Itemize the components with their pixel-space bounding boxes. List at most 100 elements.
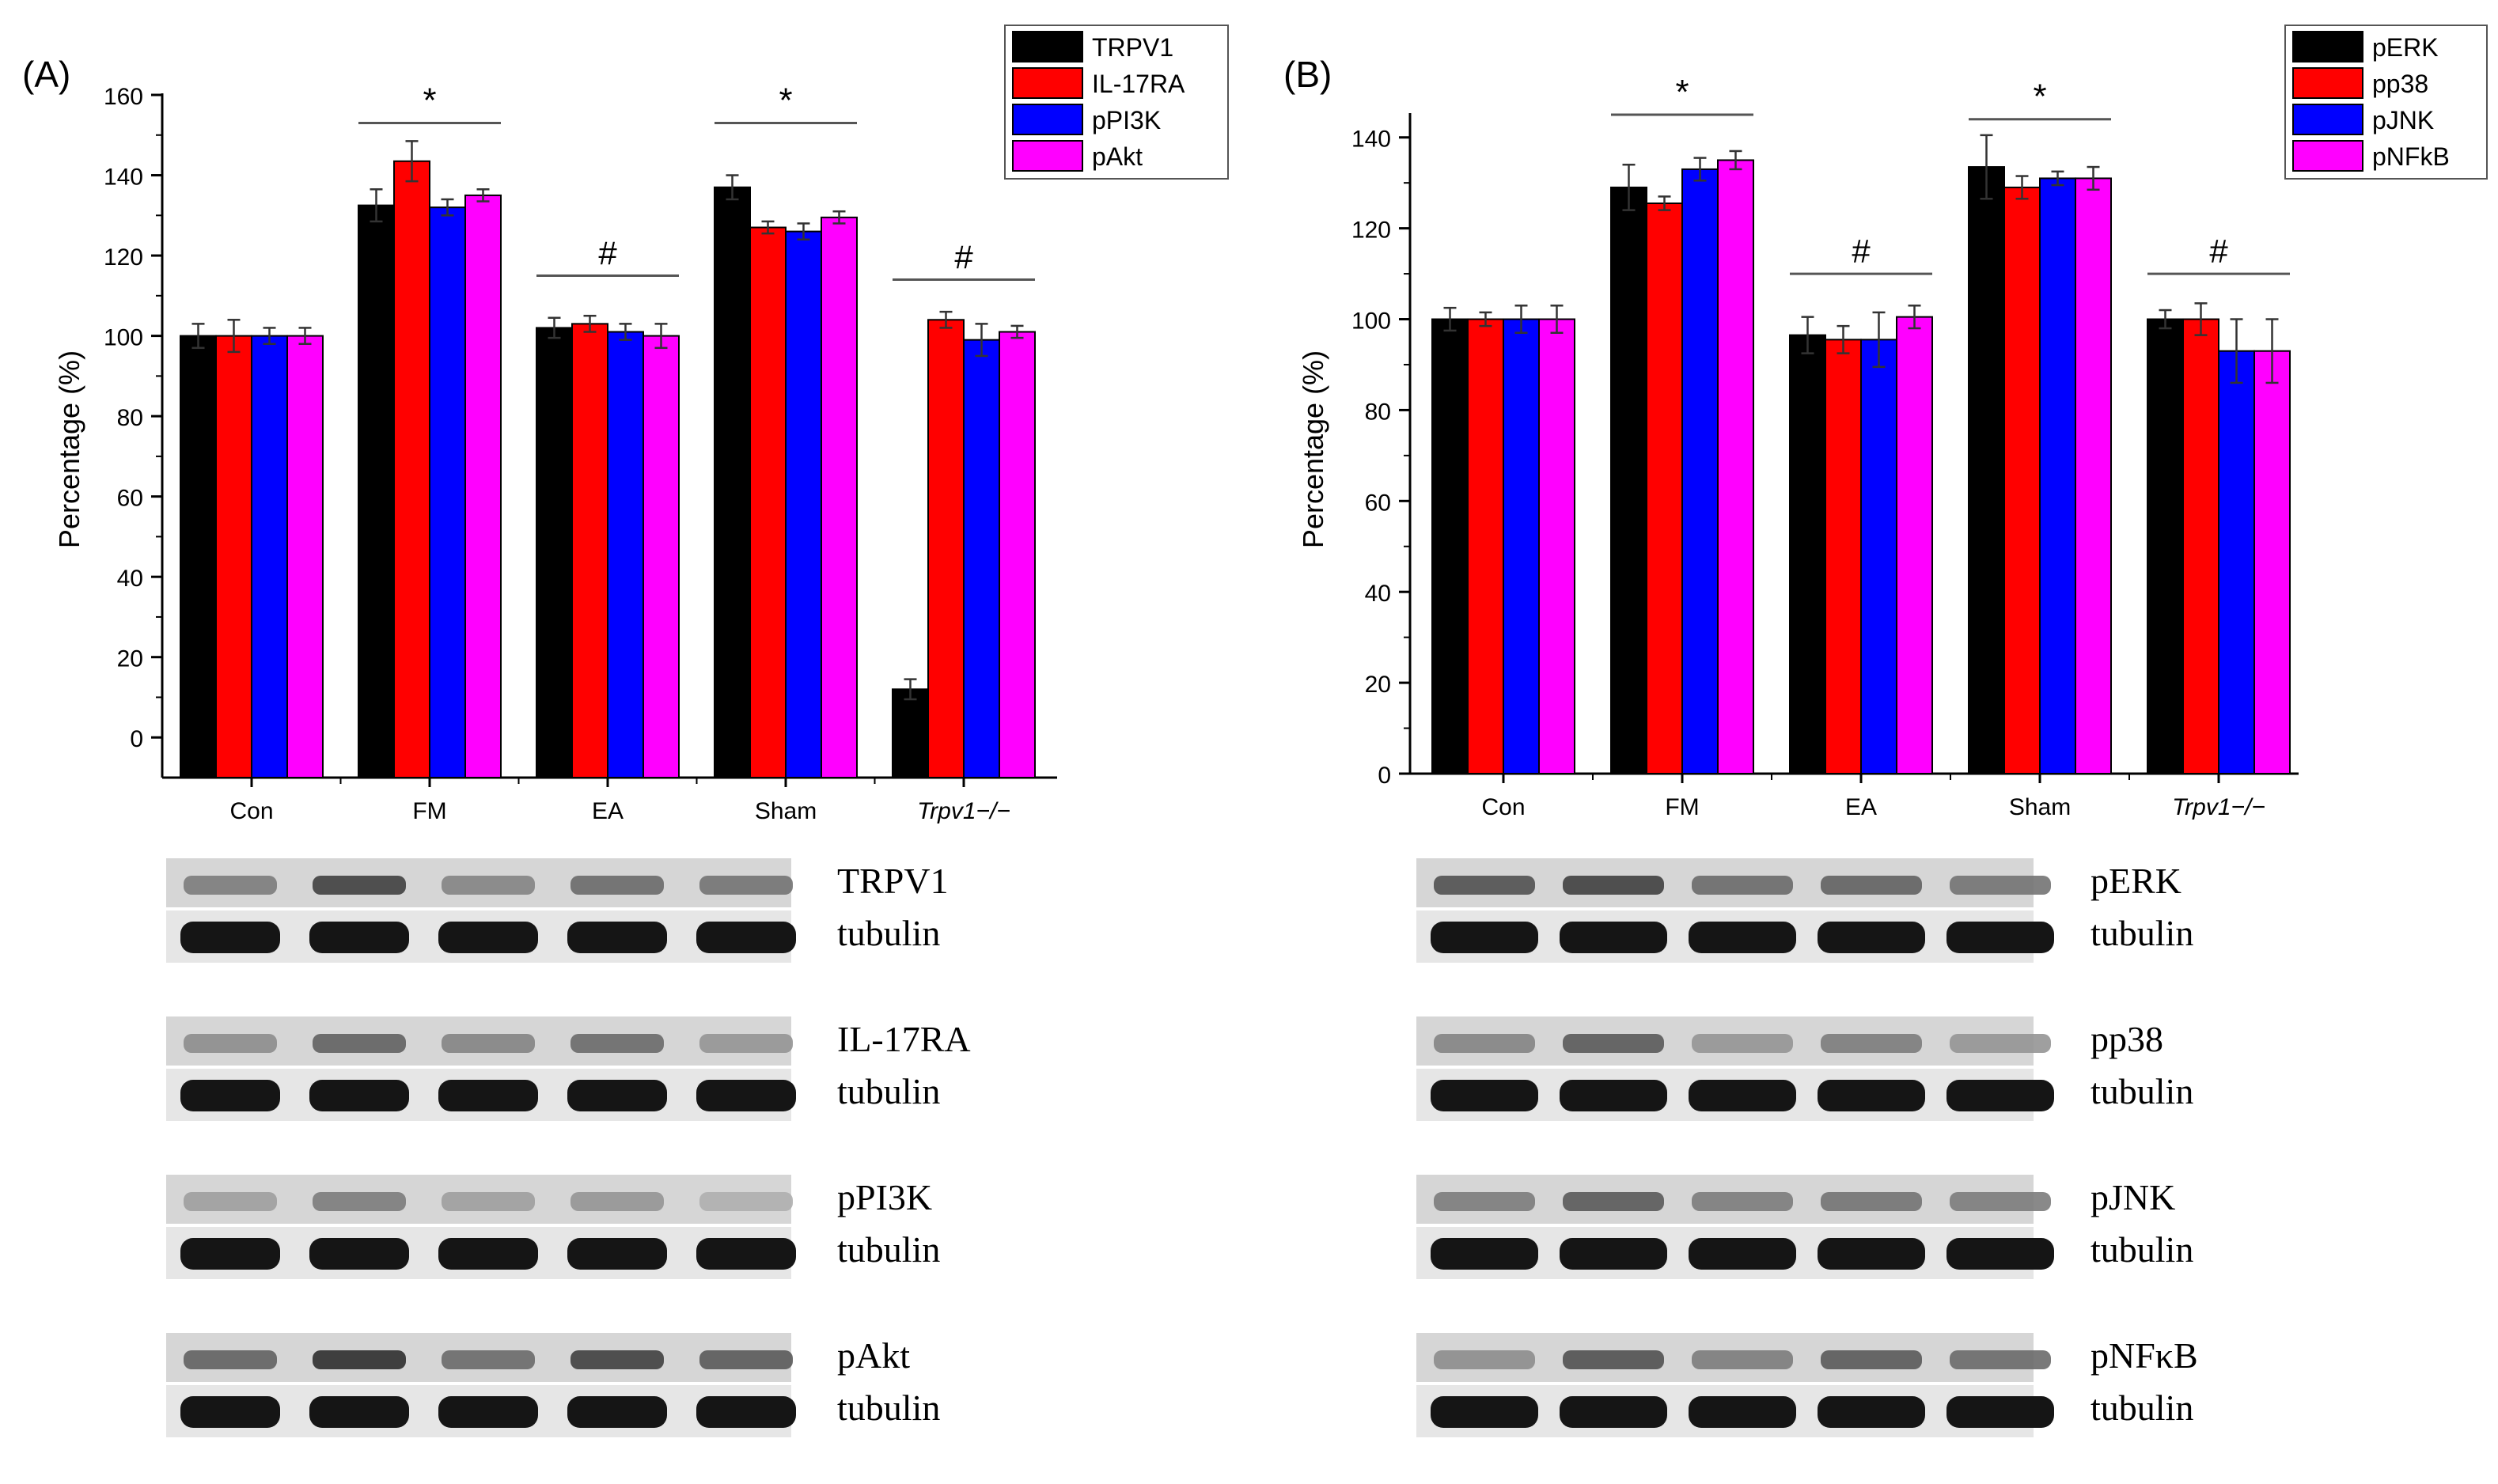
y-tick-label: 20 xyxy=(117,646,143,672)
y-tick-label: 100 xyxy=(104,325,143,351)
tubulin-band xyxy=(1560,922,1667,953)
significance-mark: * xyxy=(423,81,436,120)
legend-swatch xyxy=(1012,67,1083,99)
tubulin-band xyxy=(696,922,796,953)
tubulin-band xyxy=(1818,1238,1925,1270)
bar-pp38 xyxy=(1825,339,1862,774)
legend-label: pPI3K xyxy=(1092,106,1161,134)
legend-swatch xyxy=(2292,67,2363,99)
bar-il-17ra xyxy=(927,319,965,778)
tubulin-band xyxy=(1431,1238,1538,1270)
tubulin-band xyxy=(1431,1080,1538,1111)
significance-mark: * xyxy=(1675,73,1689,112)
tubulin-band xyxy=(1560,1080,1667,1111)
blot-tubulin-label: tubulin xyxy=(2091,1071,2193,1111)
blot-band xyxy=(1434,1034,1535,1053)
panel-b-legend: pERK pp38 pJNK pNFkB xyxy=(2284,25,2488,180)
blot-protein-label: IL-17RA xyxy=(837,1019,971,1059)
bar-perk xyxy=(1610,186,1647,774)
bar-pjnk xyxy=(1503,318,1540,775)
y-tick-label: 80 xyxy=(117,405,143,431)
blot-tubulin-label: tubulin xyxy=(837,1071,940,1111)
blot-band xyxy=(313,1350,406,1369)
blot-band xyxy=(184,876,277,895)
tubulin-band xyxy=(309,1080,409,1111)
significance-mark: # xyxy=(1852,233,1871,270)
tubulin-band xyxy=(438,1080,538,1111)
tubulin-band xyxy=(567,922,667,953)
blot-tubulin-label: tubulin xyxy=(2091,1229,2193,1270)
x-tick-label: Sham xyxy=(755,798,817,824)
y-tick-label: 40 xyxy=(1365,581,1391,607)
tubulin-band xyxy=(1689,1238,1796,1270)
x-tick-label: Con xyxy=(1481,794,1525,820)
y-tick-label: 140 xyxy=(104,165,143,191)
blot-band xyxy=(442,876,535,895)
legend-swatch xyxy=(2292,140,2363,172)
blot-tubulin-label: tubulin xyxy=(837,1387,940,1428)
bar-pnfkb xyxy=(2254,350,2291,775)
blot-band xyxy=(1563,876,1664,895)
blot-band xyxy=(570,1034,664,1053)
tubulin-band xyxy=(567,1396,667,1428)
bar-pjnk xyxy=(2218,350,2255,775)
legend-swatch xyxy=(1012,104,1083,135)
blot-band xyxy=(1821,876,1922,895)
blot-band xyxy=(1821,1350,1922,1369)
blot-band xyxy=(442,1192,535,1211)
blot-band xyxy=(1692,1034,1793,1053)
y-tick-label: 120 xyxy=(1351,218,1391,244)
x-tick-label: Con xyxy=(229,798,273,824)
y-tick-label: 120 xyxy=(104,244,143,271)
blot-protein-label: pAkt xyxy=(837,1335,910,1376)
blot-band xyxy=(699,1192,793,1211)
tubulin-band xyxy=(1689,922,1796,953)
blot-protein-label: pp38 xyxy=(2091,1019,2163,1059)
tubulin-band xyxy=(1946,1238,2054,1270)
bar-pp38 xyxy=(2182,318,2219,775)
legend-label: TRPV1 xyxy=(1092,33,1173,62)
tubulin-band xyxy=(1431,922,1538,953)
tubulin-band xyxy=(309,1238,409,1270)
tubulin-band xyxy=(1818,1080,1925,1111)
tubulin-band xyxy=(180,1080,280,1111)
blot-band xyxy=(442,1350,535,1369)
y-tick-label: 20 xyxy=(1365,672,1391,698)
blot-band xyxy=(570,1192,664,1211)
tubulin-band xyxy=(567,1080,667,1111)
bar-pnfkb xyxy=(1896,316,1933,774)
tubulin-band xyxy=(180,922,280,953)
blot-band xyxy=(1563,1192,1664,1211)
blot-band xyxy=(1950,1192,2051,1211)
bar-perk xyxy=(1968,166,2005,775)
panel-a-legend: TRPV1 IL-17RA pPI3K pAkt xyxy=(1004,25,1229,180)
tubulin-band xyxy=(1818,1396,1925,1428)
blot-band xyxy=(699,1350,793,1369)
blot-tubulin-label: tubulin xyxy=(837,913,940,953)
blot-band xyxy=(442,1034,535,1053)
blot-tubulin-label: tubulin xyxy=(837,1229,940,1270)
legend-label: IL-17RA xyxy=(1092,70,1185,98)
bar-pakt xyxy=(821,216,858,779)
legend-swatch xyxy=(2292,31,2363,62)
blot-band xyxy=(1821,1192,1922,1211)
blot-band xyxy=(1434,1350,1535,1369)
tubulin-band xyxy=(1560,1396,1667,1428)
bar-ppi3k xyxy=(785,230,822,779)
panel-a-ylabel: Percentage (%) xyxy=(53,350,85,548)
tubulin-band xyxy=(1689,1080,1796,1111)
tubulin-band xyxy=(438,1238,538,1270)
tubulin-band xyxy=(438,922,538,953)
blot-band xyxy=(313,876,406,895)
tubulin-band xyxy=(309,1396,409,1428)
blot-band xyxy=(1821,1034,1922,1053)
blot-band xyxy=(313,1034,406,1053)
x-tick-label: FM xyxy=(1665,794,1699,820)
significance-mark: # xyxy=(2209,233,2228,270)
blot-band xyxy=(1563,1350,1664,1369)
legend-label: pNFkB xyxy=(2372,142,2450,171)
panel-b-ylabel: Percentage (%) xyxy=(1297,350,1329,548)
bar-perk xyxy=(2147,318,2184,775)
tubulin-band xyxy=(567,1238,667,1270)
legend-swatch xyxy=(2292,104,2363,135)
